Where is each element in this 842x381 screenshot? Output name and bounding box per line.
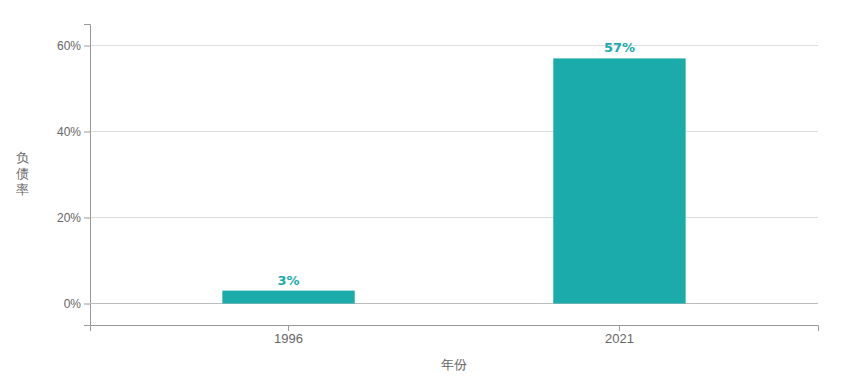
- x-tick-label: 1996: [274, 331, 303, 346]
- x-tick-mark: [619, 325, 620, 331]
- y-axis-line: [84, 25, 91, 326]
- y-tick-label: 40%: [57, 125, 81, 139]
- y-tick-mark: [84, 46, 90, 47]
- y-tick-mark: [84, 304, 90, 305]
- grid-line: [90, 45, 818, 46]
- x-tick-mark: [288, 325, 289, 331]
- grid-line: [90, 303, 818, 304]
- grid-line: [90, 217, 818, 218]
- x-tick: 1996: [274, 325, 303, 346]
- zero-line: [90, 303, 818, 304]
- grid-line: [90, 131, 818, 132]
- y-axis-title-line: 债: [16, 166, 29, 181]
- y-tick: 20%: [57, 211, 90, 225]
- y-tick-label: 0%: [64, 297, 82, 311]
- x-tick-label: 2021: [605, 331, 634, 346]
- grid: [90, 46, 818, 304]
- y-tick-label: 60%: [57, 39, 81, 53]
- x-axis-line: [91, 326, 819, 332]
- y-tick-mark: [84, 132, 90, 133]
- plot: 0% 20% 40% 60% 1996 2021 3% 57%: [57, 25, 819, 347]
- data-labels: 3% 57%: [278, 40, 636, 287]
- bars: [222, 58, 685, 303]
- y-tick: 40%: [57, 125, 90, 139]
- data-label: 57%: [604, 40, 635, 55]
- x-tick: 2021: [605, 325, 634, 346]
- y-axis: 0% 20% 40% 60%: [57, 25, 91, 326]
- y-tick-mark: [84, 218, 90, 219]
- y-tick: 0%: [64, 297, 90, 311]
- y-axis-title-line: 负: [16, 150, 29, 165]
- bar: [222, 291, 354, 304]
- data-label: 3%: [278, 273, 300, 288]
- y-tick-label: 20%: [57, 211, 81, 225]
- x-axis-title: 年份: [441, 357, 467, 372]
- y-axis-title: 负债率: [16, 150, 29, 197]
- bar: [553, 58, 685, 303]
- x-axis: 1996 2021: [91, 325, 819, 346]
- y-tick: 60%: [57, 39, 90, 53]
- y-axis-title-line: 率: [16, 182, 29, 197]
- chart: 0% 20% 40% 60% 1996 2021 3% 57% 年份 负债率: [0, 0, 842, 381]
